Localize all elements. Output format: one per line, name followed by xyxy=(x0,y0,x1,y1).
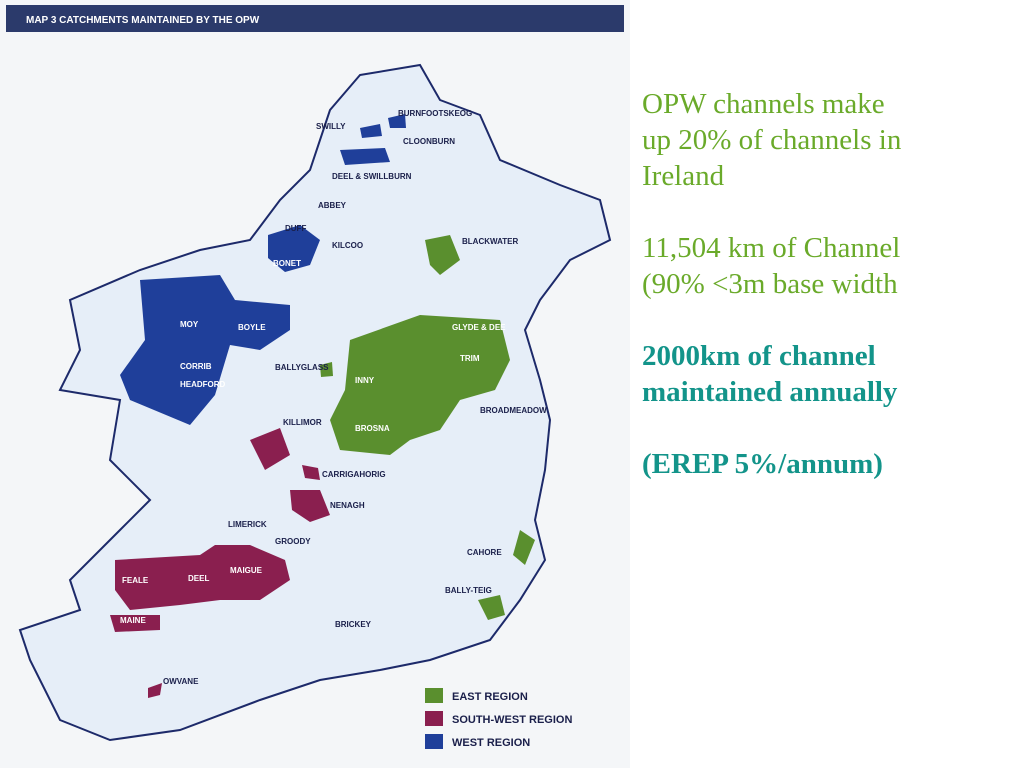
map-label: LIMERICK xyxy=(228,520,267,529)
region xyxy=(513,530,535,565)
paragraph: (EREP 5%/annum) xyxy=(642,446,1022,482)
map-label: ABBEY xyxy=(318,201,347,210)
paragraph: 11,504 km of Channel (90% <3m base width xyxy=(642,230,1022,302)
east-region xyxy=(320,235,535,620)
southwest-region xyxy=(110,428,330,698)
text-line: OPW channels make xyxy=(642,88,885,120)
header-title: MAP 3 CATCHMENTS MAINTAINED BY THE OPW xyxy=(26,15,260,26)
region xyxy=(120,275,290,425)
map-label: MOY xyxy=(180,320,199,329)
legend-swatch xyxy=(425,711,443,726)
paragraph: 2000km of channel maintained annually xyxy=(642,338,1022,410)
map-label: INNY xyxy=(355,376,375,385)
map-label: BOYLE xyxy=(238,323,266,332)
legend-label: WEST REGION xyxy=(452,737,530,749)
legend-label: SOUTH-WEST REGION xyxy=(452,714,572,726)
map-label: CLOONBURN xyxy=(403,137,455,146)
map-label: GLYDE & DEE xyxy=(452,323,506,332)
region xyxy=(115,545,290,610)
text-line: Ireland xyxy=(642,160,725,192)
region xyxy=(290,490,330,522)
text-panel: OPW channels make up 20% of channels in Ir… xyxy=(642,86,1022,518)
map-label: BALLYGLASS xyxy=(275,363,329,372)
map-label: OWVANE xyxy=(163,677,199,686)
region xyxy=(330,315,510,455)
region xyxy=(268,225,320,272)
legend-swatch xyxy=(425,734,443,749)
region xyxy=(425,235,460,275)
region xyxy=(110,615,160,632)
region xyxy=(320,362,333,377)
map-label: CAHORE xyxy=(467,548,502,557)
map-label: HEADFORD xyxy=(180,380,226,389)
map-label: DEEL xyxy=(188,574,209,583)
text-line: up 20% of channels in xyxy=(642,124,902,156)
region xyxy=(340,148,390,165)
map-label: BALLY-TEIG xyxy=(445,586,492,595)
map-label: DEEL & SWILLBURN xyxy=(332,172,412,181)
text-line: (90% <3m base width xyxy=(642,268,898,300)
map-label: KILCOO xyxy=(332,241,363,250)
map-label: BROADMEADOW xyxy=(480,406,547,415)
map-label: SWILLY xyxy=(316,122,346,131)
map: MAP 3 CATCHMENTS MAINTAINED BY THE OPW E… xyxy=(0,0,630,768)
text-line: maintained annually xyxy=(642,376,898,408)
map-label: BROSNA xyxy=(355,424,390,433)
map-label: BLACKWATER xyxy=(462,237,519,246)
map-label: CORRIB xyxy=(180,362,212,371)
map-label: BRICKEY xyxy=(335,620,372,629)
map-label: FEALE xyxy=(122,576,149,585)
header-bar xyxy=(6,5,624,32)
region xyxy=(478,595,505,620)
text-line: 2000km of channel xyxy=(642,340,876,372)
map-label: TRIM xyxy=(460,354,480,363)
map-label: BONET xyxy=(273,259,301,268)
map-label: MAINE xyxy=(120,616,146,625)
west-region xyxy=(120,114,406,425)
text-line: (EREP 5%/annum) xyxy=(642,448,883,480)
map-label: BURNFOOTSKEOG xyxy=(398,109,472,118)
region xyxy=(302,465,320,480)
text-line: 11,504 km of Channel xyxy=(642,232,901,264)
region xyxy=(250,428,290,470)
legend-label: EAST REGION xyxy=(452,691,528,703)
paragraph: OPW channels make up 20% of channels in Ir… xyxy=(642,86,1022,194)
map-label: KILLIMOR xyxy=(283,418,322,427)
region xyxy=(360,124,382,138)
map-label: MAIGUE xyxy=(230,566,263,575)
map-label: GROODY xyxy=(275,537,311,546)
region xyxy=(148,683,162,698)
map-label: DUFF xyxy=(285,224,306,233)
legend-swatch xyxy=(425,688,443,703)
map-label: CARRIGAHORIG xyxy=(322,470,386,479)
region xyxy=(388,114,406,128)
map-label: NENAGH xyxy=(330,501,365,510)
